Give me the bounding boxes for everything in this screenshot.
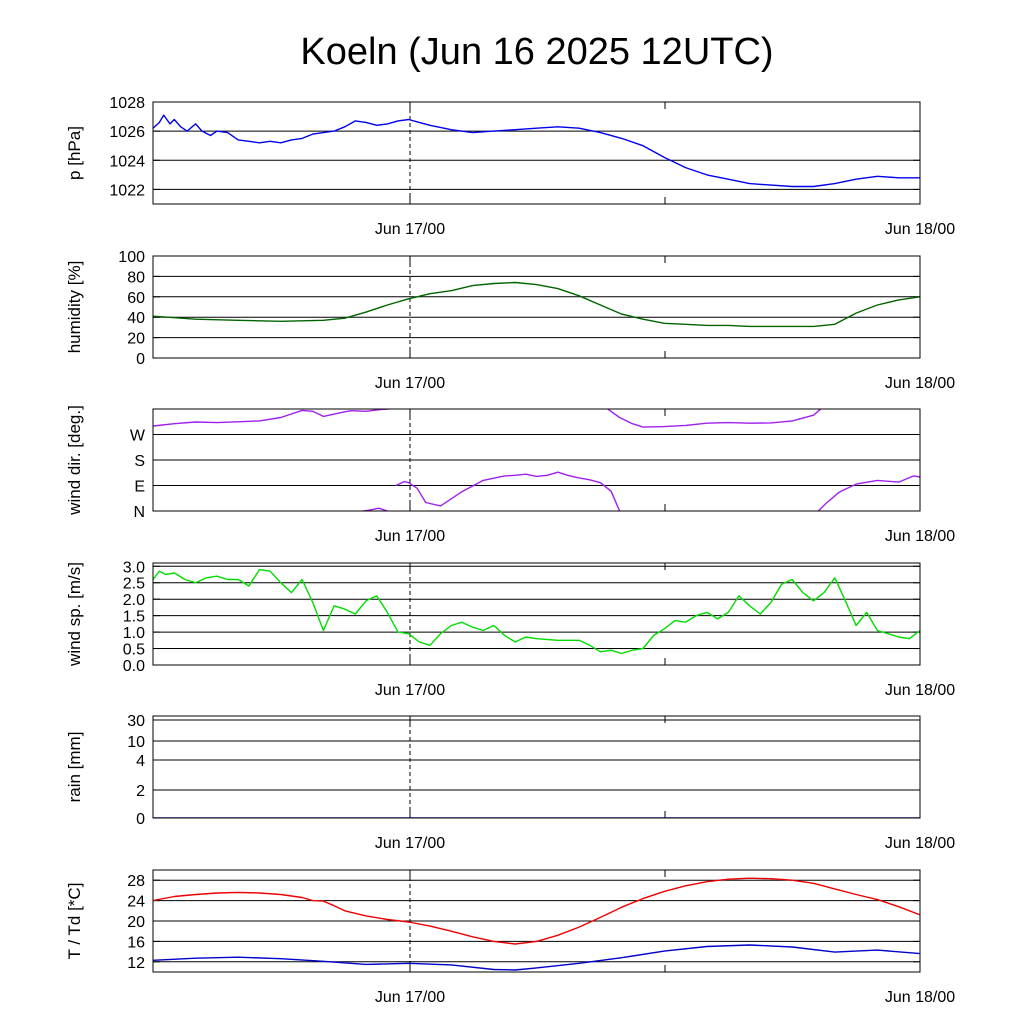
y-tick-label: 24 [127, 894, 145, 911]
series-line-0 [153, 114, 920, 188]
series-line-3 [606, 409, 822, 428]
y-tick-label: 1026 [109, 124, 145, 141]
y-axis-label: rain [mm] [65, 732, 84, 803]
panel-frame [152, 408, 921, 512]
y-tick-label: 1022 [109, 182, 145, 199]
y-tick-label: 1028 [109, 95, 145, 112]
y-axis-label: wind dir. [deg.] [65, 405, 84, 516]
x-tick-label: Jun 17/00 [375, 682, 445, 699]
y-axis-label: humidity [%] [65, 261, 84, 354]
y-tick-label: 3.0 [123, 559, 145, 576]
panel-frame [152, 562, 921, 666]
panel-4: 30 10 4 2 0 Jun 17/00 Jun 18/00 rain [mm] [65, 713, 955, 852]
y-tick-label: 1.0 [123, 625, 145, 642]
y-tick-label: N [133, 504, 145, 521]
y-tick-label: 2.0 [123, 592, 145, 609]
series-line-2 [395, 471, 621, 511]
y-tick-label: 12 [127, 955, 145, 972]
x-tick-label: Jun 18/00 [885, 682, 955, 699]
y-tick-label: 28 [127, 873, 145, 890]
y-tick-label: 16 [127, 934, 145, 951]
y-tick-label: 2.5 [123, 576, 145, 593]
y-tick-label: 0 [136, 811, 145, 828]
panel-frame [152, 255, 921, 359]
x-tick-label: Jun 17/00 [375, 989, 445, 1006]
y-tick-label: 0.0 [123, 658, 145, 675]
x-tick-label: Jun 18/00 [885, 528, 955, 545]
y-tick-label: 4 [136, 753, 145, 770]
y-tick-label: W [130, 428, 146, 445]
series-line-1 [153, 944, 920, 971]
y-tick-label: 100 [118, 249, 145, 266]
y-tick-label: 0.5 [123, 642, 145, 659]
x-tick-label: Jun 17/00 [375, 835, 445, 852]
y-tick-label: 20 [127, 914, 145, 931]
panel-frame [152, 101, 921, 205]
y-tick-label: 10 [127, 734, 145, 751]
x-tick-label: Jun 17/00 [375, 375, 445, 392]
y-axis-label: p [hPa] [65, 126, 84, 180]
y-tick-label: 1024 [109, 153, 145, 170]
y-tick-label: 80 [127, 269, 145, 286]
y-axis-label: T / Td [*C] [65, 883, 84, 960]
panel-5: 28 24 20 16 12 Jun 17/00 Jun 18/00 T / Td [*C] [65, 869, 955, 1006]
panel-frame [152, 715, 921, 819]
x-tick-label: Jun 18/00 [885, 375, 955, 392]
y-tick-label: 30 [127, 713, 145, 730]
x-tick-label: Jun 17/00 [375, 528, 445, 545]
x-tick-label: Jun 18/00 [885, 989, 955, 1006]
x-tick-label: Jun 18/00 [885, 221, 955, 238]
y-tick-label: 20 [127, 331, 145, 348]
y-tick-label: E [134, 479, 145, 496]
panel-frame [152, 869, 921, 973]
panel-1: 100 80 60 40 20 0 Jun 17/00 Jun 18/00 humidity [… [65, 249, 955, 392]
series-line-0 [153, 877, 920, 945]
y-tick-label: S [134, 453, 145, 470]
panel-3: 3.02.52.01.51.00.50.0 Jun 17/00 Jun 18/00 w… [65, 559, 955, 699]
series-line-4 [817, 475, 920, 511]
x-tick-label: Jun 18/00 [885, 835, 955, 852]
y-tick-label: 40 [127, 310, 145, 327]
y-tick-label: 60 [127, 290, 145, 307]
y-axis-label: wind sp. [m/s] [65, 562, 84, 667]
panel-0: 1028 1026 1024 1022 Jun 17/00 Jun 18/00 p [hPa… [65, 95, 955, 238]
series-line-0 [153, 568, 920, 655]
x-tick-label: Jun 17/00 [375, 221, 445, 238]
y-tick-label: 1.5 [123, 609, 145, 626]
y-tick-label: 2 [136, 783, 145, 800]
chart-title: Koeln (Jun 16 2025 12UTC) [300, 31, 773, 73]
series-line-0 [153, 281, 920, 328]
y-tick-label: 0 [136, 351, 145, 368]
series-line-0 [153, 409, 396, 427]
